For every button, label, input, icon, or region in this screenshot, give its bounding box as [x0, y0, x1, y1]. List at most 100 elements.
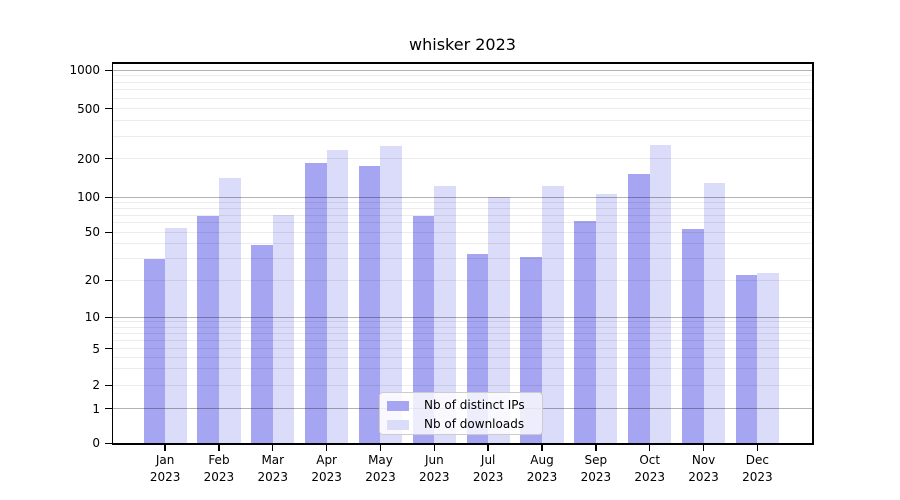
x-tick-label: Jan 2023	[149, 453, 181, 484]
legend: Nb of distinct IPs Nb of downloads	[379, 392, 543, 435]
gridline-minor	[113, 279, 812, 281]
y-tick-label: 100	[77, 190, 100, 204]
x-tick-mark	[487, 444, 489, 451]
y-tick-mark	[104, 348, 112, 350]
legend-label-distinct-ips: Nb of distinct IPs	[424, 398, 525, 412]
bar-downloads-jan	[165, 228, 187, 443]
x-tick-label: May 2023	[365, 453, 396, 484]
y-tick-label: 20	[84, 273, 100, 287]
gridline-minor	[113, 201, 812, 203]
y-tick-label: 1	[92, 401, 100, 416]
x-tick-label: Jun 2023	[419, 453, 450, 484]
x-tick-mark	[433, 444, 436, 451]
x-tick-label: Nov 2023	[688, 453, 719, 484]
x-tick-label: Jul 2023	[472, 453, 504, 484]
gridline-minor	[113, 384, 812, 386]
gridline-minor	[113, 81, 812, 83]
x-tick-label: Dec 2023	[742, 453, 773, 484]
bar-downloads-jul	[488, 197, 510, 443]
gridline-minor	[113, 332, 812, 334]
bar-downloads-feb	[218, 177, 241, 443]
gridline-minor	[113, 231, 812, 233]
bar-distinct-ips-mar	[251, 245, 273, 443]
bar-distinct-ips-jan	[143, 258, 166, 443]
bar-downloads-nov	[703, 183, 726, 443]
x-tick-label: Oct 2023	[634, 453, 665, 484]
top-spine	[111, 62, 814, 64]
bar-distinct-ips-jun	[412, 215, 435, 443]
gridline-minor	[113, 258, 812, 260]
x-tick-label: Sep 2023	[580, 453, 612, 484]
gridline-major	[113, 196, 812, 198]
bar-downloads-apr	[326, 150, 349, 443]
y-tick-mark	[104, 316, 112, 318]
gridline-minor	[113, 120, 812, 122]
bar-downloads-aug	[542, 186, 564, 443]
legend-swatch-downloads	[387, 419, 409, 430]
left-spine	[111, 62, 113, 445]
x-tick-mark	[702, 444, 705, 451]
x-tick-label: Aug 2023	[526, 453, 558, 484]
gridline-minor	[113, 207, 812, 209]
chart-title: whisker 2023	[409, 35, 516, 54]
x-tick-label: Mar 2023	[257, 453, 289, 484]
y-tick-mark	[104, 384, 112, 386]
bar-distinct-ips-feb	[197, 215, 219, 443]
x-tick-label: Apr 2023	[311, 453, 342, 484]
y-tick-label: 5	[92, 341, 100, 356]
legend-label-downloads: Nb of downloads	[424, 417, 525, 431]
x-tick-mark	[218, 444, 220, 451]
legend-entry-downloads: Nb of downloads	[387, 416, 542, 433]
gridline-minor	[113, 368, 812, 370]
x-tick-mark	[649, 444, 651, 451]
gridline-minor	[113, 158, 812, 159]
gridline-minor	[113, 97, 812, 99]
right-spine	[812, 62, 814, 445]
y-tick-label: 10	[84, 310, 100, 324]
bar-downloads-dec	[757, 272, 779, 443]
x-tick-mark	[379, 444, 382, 451]
x-tick-mark	[164, 444, 166, 451]
y-tick-mark	[104, 408, 112, 410]
x-tick-mark	[541, 444, 543, 451]
gridline-minor	[113, 356, 812, 358]
y-tick-label: 50	[84, 225, 100, 239]
gridline-minor	[113, 326, 812, 328]
gridline-minor	[113, 214, 812, 216]
x-tick-label: Feb 2023	[203, 453, 235, 484]
x-tick-mark	[272, 444, 274, 451]
x-tick-mark	[325, 444, 328, 451]
y-tick-mark	[104, 442, 112, 444]
gridline-minor	[113, 348, 812, 349]
legend-entry-distinct-ips: Nb of distinct IPs	[387, 397, 542, 414]
bar-downloads-sep	[595, 194, 618, 443]
y-tick-label: 0	[92, 436, 100, 450]
bar-distinct-ips-dec	[735, 275, 758, 443]
bar-distinct-ips-may	[358, 165, 381, 443]
gridline-minor	[113, 108, 812, 109]
y-tick-mark	[104, 231, 112, 233]
gridline-minor	[113, 75, 812, 77]
y-tick-label: 1000	[69, 63, 100, 77]
legend-swatch-distinct-ips	[387, 400, 409, 411]
gridline-minor	[113, 339, 812, 341]
y-tick-mark	[104, 196, 112, 198]
bar-distinct-ips-sep	[574, 221, 596, 443]
gridline-minor	[113, 135, 812, 137]
gridline-minor	[113, 222, 812, 224]
y-tick-label: 2	[92, 378, 100, 392]
y-tick-mark	[104, 158, 112, 160]
y-tick-mark	[104, 69, 112, 71]
bar-distinct-ips-nov	[681, 229, 704, 443]
gridline-major	[113, 316, 812, 318]
y-tick-mark	[104, 108, 112, 110]
bar-downloads-oct	[649, 144, 672, 443]
x-tick-mark	[595, 444, 597, 451]
gridline-minor	[113, 89, 812, 91]
y-tick-label: 500	[77, 101, 100, 116]
gridline-minor	[113, 321, 812, 323]
bar-downloads-may	[380, 145, 403, 443]
bar-distinct-ips-apr	[305, 162, 327, 443]
y-tick-label: 200	[77, 151, 100, 166]
